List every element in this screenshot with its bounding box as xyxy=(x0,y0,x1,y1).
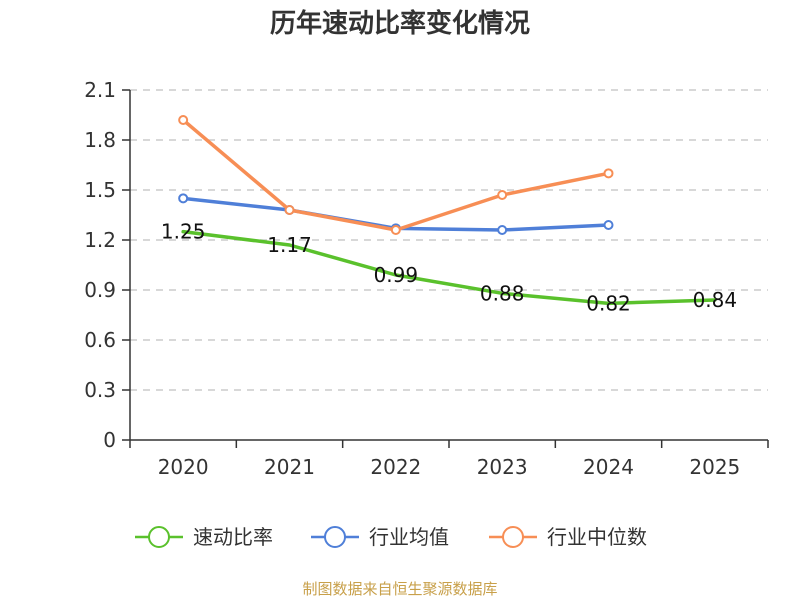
data-label: 0.84 xyxy=(693,288,738,312)
data-point[interactable] xyxy=(603,220,614,230)
data-label: 0.82 xyxy=(586,291,631,315)
data-point[interactable] xyxy=(497,225,508,235)
y-tick-label: 2.1 xyxy=(84,78,116,102)
series-line xyxy=(181,118,611,232)
data-point[interactable] xyxy=(390,225,401,235)
legend-label: 行业均值 xyxy=(369,525,449,549)
source-note: 制图数据来自恒生聚源数据库 xyxy=(302,580,497,598)
data-label: 1.17 xyxy=(267,233,312,257)
legend-label: 行业中位数 xyxy=(547,525,647,549)
y-tick-label: 1.2 xyxy=(84,228,116,252)
data-point[interactable] xyxy=(178,115,189,125)
legend-label: 速动比率 xyxy=(193,525,273,549)
y-tick-label: 1.8 xyxy=(84,128,116,152)
legend-marker xyxy=(148,526,170,548)
x-tick-label: 2022 xyxy=(370,455,421,479)
x-tick-label: 2024 xyxy=(583,455,634,479)
legend-item-1[interactable]: 行业均值 xyxy=(311,525,449,549)
x-tick-label: 2020 xyxy=(158,455,209,479)
legend-item-2[interactable]: 行业中位数 xyxy=(489,525,647,549)
data-labels: 1.25 1.17 0.99 0.88 0.82 0.84 xyxy=(161,220,737,316)
data-point[interactable] xyxy=(178,193,189,204)
data-label: 0.88 xyxy=(480,281,525,305)
series-0 xyxy=(181,229,717,306)
chart-title: 历年速动比率变化情况 xyxy=(270,8,530,39)
legend-marker xyxy=(324,526,346,548)
y-tick-label: 1.5 xyxy=(84,178,116,202)
data-point[interactable] xyxy=(497,190,508,200)
legend-item-0[interactable]: 速动比率 xyxy=(135,525,273,549)
data-point[interactable] xyxy=(603,168,614,179)
grid-lines xyxy=(130,89,768,391)
series-group xyxy=(178,115,717,306)
legend-marker xyxy=(502,526,524,548)
y-tick-label: 0.3 xyxy=(84,378,116,402)
y-tick-label: 0 xyxy=(103,428,116,452)
y-tick-label: 0.6 xyxy=(84,328,116,352)
x-tick-label: 2025 xyxy=(689,455,740,479)
x-tick-label: 2021 xyxy=(264,455,315,479)
series-2 xyxy=(178,115,614,235)
data-label: 1.25 xyxy=(161,220,206,244)
y-tick-label: 0.9 xyxy=(84,278,116,302)
axes: 0 0.3 0.6 0.9 1.2 1.5 1.8 2.1 2020 2021 2022 2023 20… xyxy=(84,78,769,479)
data-label: 0.99 xyxy=(374,263,419,287)
legend: 速动比率 行业均值 行业中位数 xyxy=(135,525,647,549)
data-point[interactable] xyxy=(284,205,295,215)
x-tick-label: 2023 xyxy=(477,455,528,479)
series-line xyxy=(181,229,717,306)
